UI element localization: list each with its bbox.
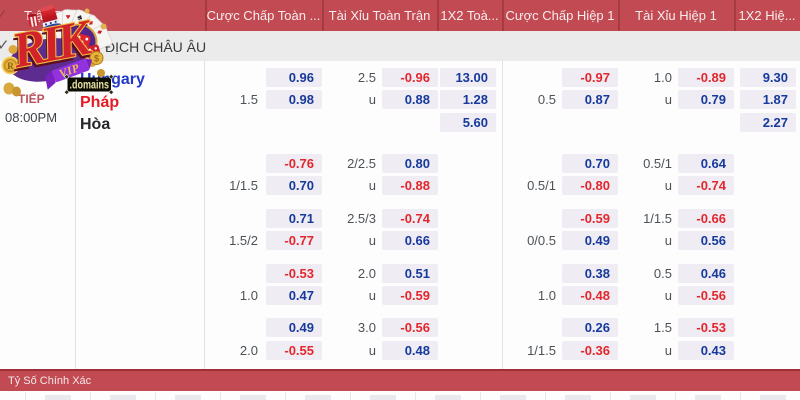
svg-text:$: $ (94, 54, 99, 64)
svg-text:♦: ♦ (86, 17, 97, 28)
svg-text:♦: ♦ (95, 28, 106, 37)
svg-text:♣: ♣ (76, 12, 85, 23)
svg-text:♥: ♥ (65, 12, 70, 21)
svg-text:R: R (7, 61, 14, 71)
svg-text:.domains: .domains (70, 77, 110, 91)
